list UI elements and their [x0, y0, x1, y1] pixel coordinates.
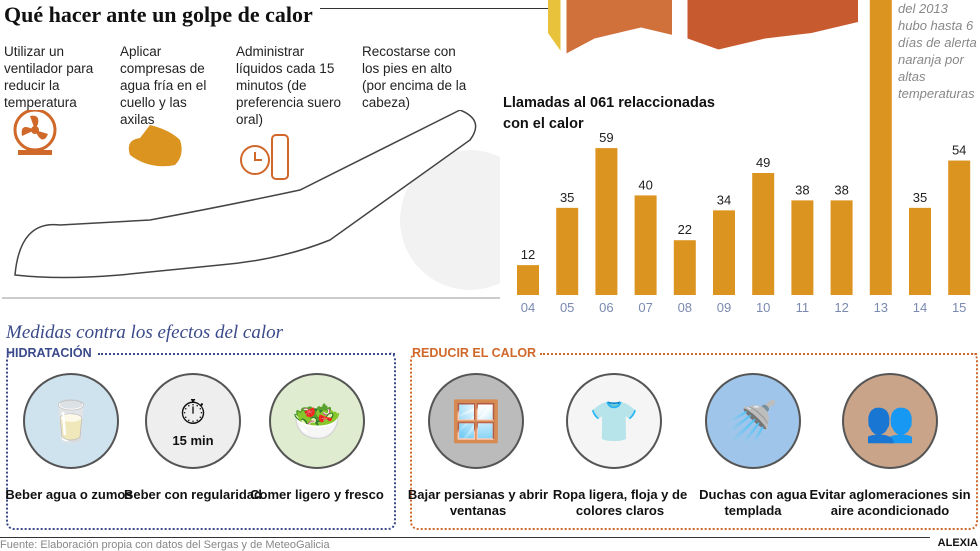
reduce-title: REDUCIR EL CALOR: [412, 346, 537, 360]
x-tick-label: 14: [913, 300, 927, 315]
person-legs-raised-icon: [2, 110, 500, 299]
compress-icon: [128, 125, 182, 167]
reduce-item-label: Duchas con agua templada: [699, 487, 807, 518]
salad-icon: 🥗: [269, 373, 365, 469]
reduce-item-label: Bajar persianas y abrir ventanas: [407, 487, 549, 518]
bar-08: [673, 240, 696, 295]
x-tick-label: 09: [717, 300, 731, 315]
measures-title: Medidas contra los efectos del calor: [6, 322, 284, 343]
bar-05: [556, 207, 579, 295]
x-tick-label: 08: [678, 300, 692, 315]
water-glass-icon: 🥛: [23, 373, 119, 469]
bar-10: [752, 172, 775, 295]
bar-15: [948, 160, 971, 295]
author-credit: ALEXIA: [937, 537, 978, 549]
hydration-item-label: Comer ligero y fresco: [250, 487, 384, 502]
shower-icon: 🚿: [705, 373, 801, 469]
data-label: 49: [756, 155, 770, 170]
stopwatch-icon: ⏱ 15 min: [145, 373, 241, 469]
data-label: 38: [795, 182, 809, 197]
x-tick-label: 04: [521, 300, 535, 315]
step-legs: Recostarse con los pies en alto (por enc…: [362, 44, 467, 110]
x-tick-label: 13: [874, 300, 888, 315]
step-fan: Utilizar un ventilador para reducir la t…: [4, 44, 94, 110]
hydration-box: [6, 352, 396, 530]
chart-title: Llamadas al 061 relaccionadas con el cal…: [503, 95, 715, 132]
footer-rule: [0, 537, 930, 538]
reduce-box: [410, 352, 978, 530]
hydration-item-label: Beber con regularidad: [124, 487, 262, 502]
page-title: Qué hacer ante un golpe de calor: [4, 2, 313, 27]
title-rule: [320, 8, 550, 9]
data-label: 38: [834, 182, 848, 197]
data-label: 22: [678, 222, 692, 237]
data-label: 34: [717, 192, 731, 207]
bar-09: [713, 210, 735, 295]
bar-13: [869, 0, 892, 295]
bar-chart: 12 04 35 05 59 06 40 07 22 08 34 09 49 10 38 11 38 12 13 35…: [517, 0, 971, 315]
hydration-title: HIDRATACIÓN: [6, 346, 92, 360]
hydration-item-label: Beber agua o zumos: [5, 487, 133, 502]
clock-bottle-icon: [240, 134, 289, 180]
x-tick-label: 05: [560, 300, 574, 315]
bar-14: [909, 207, 931, 295]
data-label: 12: [521, 247, 535, 262]
window-blinds-icon: 🪟: [428, 373, 524, 469]
bar-07: [634, 195, 657, 295]
step-compress: Aplicar compresas de agua fría en el cue…: [120, 44, 207, 127]
bar-06: [595, 148, 618, 295]
fan-icon: [13, 110, 57, 155]
reduce-item-label: Ropa ligera, floja y de colores claros: [552, 487, 688, 518]
x-tick-label: 11: [796, 300, 810, 315]
x-tick-label: 10: [756, 300, 770, 315]
reduce-item-label: Evitar aglomeraciones sin aire acondicio…: [809, 487, 971, 518]
data-label: 54: [952, 143, 966, 158]
x-tick-label: 15: [952, 300, 966, 315]
x-tick-label: 12: [834, 300, 848, 315]
shirt-icon: 👕: [566, 373, 662, 469]
data-label: 35: [560, 190, 574, 205]
stopwatch-badge: 15 min: [172, 433, 214, 448]
step-liquids: Administrar líquidos cada 15 minutos (de…: [236, 44, 342, 127]
data-label: 59: [599, 130, 613, 145]
x-tick-label: 06: [599, 300, 613, 315]
x-tick-label: 07: [638, 300, 652, 315]
crowd-icon: 👥: [842, 373, 938, 469]
data-label: 40: [638, 177, 652, 192]
bar-12: [830, 200, 853, 295]
bar-04: [517, 265, 539, 295]
source-note: Fuente: Elaboración propia con datos del…: [0, 539, 330, 551]
bar-11: [791, 200, 814, 295]
alert-note: del 2013 hubo hasta 6 días de alerta nar…: [898, 1, 977, 101]
first-aid-illustration: [2, 110, 500, 299]
data-label: 35: [913, 190, 927, 205]
